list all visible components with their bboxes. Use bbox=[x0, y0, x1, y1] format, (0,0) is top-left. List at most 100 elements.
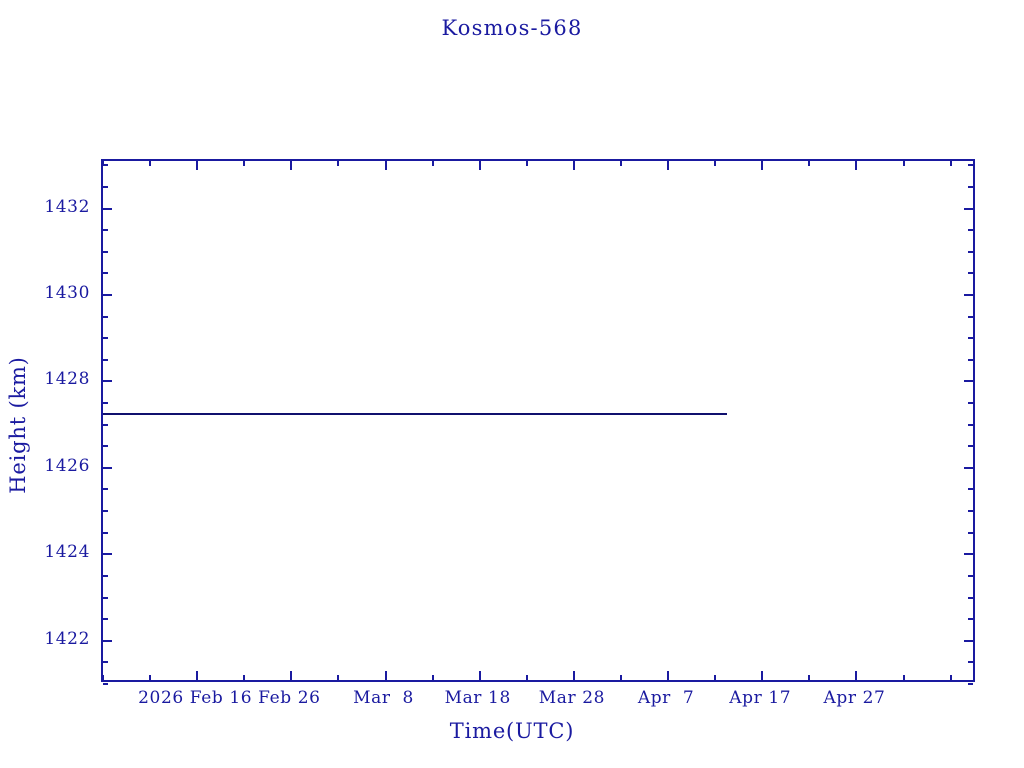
y-minor-tick-left bbox=[103, 423, 108, 426]
y-minor-tick-right bbox=[968, 661, 973, 664]
y-major-tick-left bbox=[103, 639, 112, 642]
y-minor-tick-left bbox=[103, 315, 108, 318]
y-minor-tick-right bbox=[968, 574, 973, 577]
y-minor-tick-right bbox=[968, 358, 973, 361]
x-minor-tick-bottom bbox=[337, 675, 340, 680]
x-axis-tick-label: Mar 28 bbox=[538, 688, 606, 708]
y-minor-tick-right bbox=[968, 315, 973, 318]
x-minor-tick-top bbox=[525, 161, 528, 166]
y-minor-tick-left bbox=[103, 358, 108, 361]
y-minor-tick-left bbox=[103, 272, 108, 275]
x-minor-tick-top bbox=[149, 161, 152, 166]
y-axis-tick-label: 1430 bbox=[44, 282, 90, 303]
y-minor-tick-left bbox=[103, 574, 108, 577]
y-minor-tick-left bbox=[103, 250, 108, 253]
y-axis-tick-label: 1422 bbox=[44, 628, 90, 649]
y-minor-tick-right bbox=[968, 337, 973, 340]
y-major-tick-left bbox=[103, 380, 112, 383]
x-major-tick-bottom bbox=[196, 671, 199, 680]
y-minor-tick-right bbox=[968, 272, 973, 275]
x-minor-tick-bottom bbox=[619, 675, 622, 680]
x-major-tick-top bbox=[761, 161, 764, 170]
x-major-tick-top bbox=[478, 161, 481, 170]
x-minor-tick-top bbox=[243, 161, 246, 166]
y-minor-tick-right bbox=[968, 683, 973, 685]
x-major-tick-top bbox=[290, 161, 293, 170]
y-minor-tick-right bbox=[968, 185, 973, 188]
y-minor-tick-left bbox=[103, 488, 108, 491]
y-major-tick-right bbox=[964, 466, 973, 469]
y-minor-tick-left bbox=[103, 402, 108, 405]
y-minor-tick-left bbox=[103, 510, 108, 513]
y-minor-tick-left bbox=[103, 337, 108, 340]
x-axis-title: Time(UTC) bbox=[449, 719, 575, 743]
data-series-line bbox=[103, 412, 728, 415]
y-major-tick-right bbox=[964, 639, 973, 642]
x-major-tick-bottom bbox=[384, 671, 387, 680]
x-axis-tick-label: Apr 27 bbox=[823, 688, 886, 708]
x-major-tick-top bbox=[667, 161, 670, 170]
x-minor-tick-bottom bbox=[431, 675, 434, 680]
x-minor-tick-top bbox=[949, 161, 952, 166]
y-major-tick-right bbox=[964, 553, 973, 556]
y-minor-tick-left bbox=[103, 618, 108, 621]
y-major-tick-left bbox=[103, 466, 112, 469]
y-major-tick-right bbox=[964, 380, 973, 383]
y-axis-tick-label: 1424 bbox=[44, 542, 90, 563]
plot-area bbox=[101, 159, 975, 685]
x-axis-tick-label: 2026 Feb 16 bbox=[138, 688, 253, 708]
y-axis-tick-label: 1432 bbox=[44, 196, 90, 217]
x-axis-tick-label: Mar 8 bbox=[353, 688, 414, 708]
x-major-tick-top bbox=[384, 161, 387, 170]
x-minor-tick-bottom bbox=[902, 675, 905, 680]
x-minor-tick-top bbox=[337, 161, 340, 166]
x-minor-tick-top bbox=[714, 161, 717, 166]
y-minor-tick-left bbox=[103, 445, 108, 448]
y-minor-tick-left bbox=[103, 683, 108, 685]
x-axis-tick-label: Apr 7 bbox=[637, 688, 695, 708]
y-minor-tick-right bbox=[968, 618, 973, 621]
x-major-tick-bottom bbox=[572, 671, 575, 680]
y-axis-tick-label: 1426 bbox=[44, 455, 90, 476]
y-minor-tick-right bbox=[968, 164, 973, 167]
y-major-tick-right bbox=[964, 293, 973, 296]
page-title: Kosmos-568 bbox=[441, 16, 583, 40]
x-minor-tick-top bbox=[102, 161, 104, 166]
y-minor-tick-right bbox=[968, 596, 973, 599]
y-axis-tick-label: 1428 bbox=[44, 369, 90, 390]
x-major-tick-bottom bbox=[667, 671, 670, 680]
x-major-tick-bottom bbox=[478, 671, 481, 680]
x-minor-tick-bottom bbox=[949, 675, 952, 680]
y-minor-tick-left bbox=[103, 229, 108, 232]
x-minor-tick-top bbox=[431, 161, 434, 166]
x-major-tick-bottom bbox=[761, 671, 764, 680]
y-minor-tick-left bbox=[103, 185, 108, 188]
x-major-tick-top bbox=[855, 161, 858, 170]
y-minor-tick-right bbox=[968, 402, 973, 405]
x-major-tick-bottom bbox=[290, 671, 293, 680]
x-minor-tick-bottom bbox=[525, 675, 528, 680]
x-axis-tick-label: Feb 26 bbox=[258, 688, 321, 708]
x-minor-tick-bottom bbox=[102, 675, 104, 680]
y-major-tick-left bbox=[103, 207, 112, 210]
x-axis-tick-label: Mar 18 bbox=[444, 688, 511, 708]
x-minor-tick-top bbox=[808, 161, 811, 166]
y-minor-tick-right bbox=[968, 488, 973, 491]
y-minor-tick-right bbox=[968, 250, 973, 253]
x-major-tick-top bbox=[572, 161, 575, 170]
y-minor-tick-left bbox=[103, 596, 108, 599]
x-minor-tick-bottom bbox=[149, 675, 152, 680]
y-minor-tick-right bbox=[968, 445, 973, 448]
x-minor-tick-bottom bbox=[714, 675, 717, 680]
y-minor-tick-left bbox=[103, 531, 108, 534]
y-major-tick-right bbox=[964, 207, 973, 210]
y-axis-tick-label-group: 1422 1424 1426 1428 1430 1432 bbox=[0, 0, 90, 768]
y-minor-tick-right bbox=[968, 531, 973, 534]
y-minor-tick-right bbox=[968, 423, 973, 426]
x-minor-tick-top bbox=[902, 161, 905, 166]
x-major-tick-bottom bbox=[855, 671, 858, 680]
x-axis-tick-label: Apr 17 bbox=[729, 688, 792, 708]
y-major-tick-left bbox=[103, 553, 112, 556]
y-minor-tick-right bbox=[968, 510, 973, 513]
x-major-tick-top bbox=[196, 161, 199, 170]
